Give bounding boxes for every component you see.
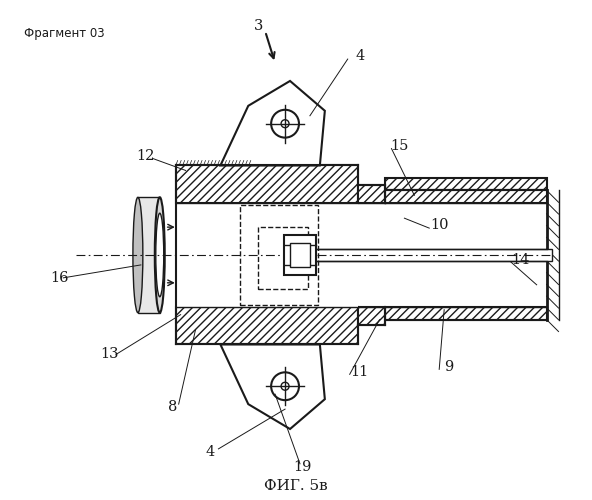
Polygon shape [385, 306, 546, 320]
Text: 8: 8 [168, 400, 178, 414]
Polygon shape [220, 81, 325, 166]
Bar [138, 198, 160, 312]
Text: 13: 13 [100, 348, 118, 362]
Polygon shape [176, 306, 358, 344]
Text: 19: 19 [293, 460, 311, 474]
Polygon shape [385, 178, 546, 190]
Text: 12: 12 [137, 148, 155, 162]
Polygon shape [220, 344, 325, 429]
Bar [284, 235, 316, 275]
Ellipse shape [156, 213, 164, 296]
Text: 14: 14 [511, 253, 530, 267]
Text: 15: 15 [390, 138, 408, 152]
Bar [258, 227, 308, 289]
Circle shape [271, 110, 299, 138]
Text: Фрагмент 03: Фрагмент 03 [24, 26, 104, 40]
Polygon shape [358, 186, 385, 204]
Text: 11: 11 [350, 366, 369, 380]
Circle shape [271, 372, 299, 400]
Text: 4: 4 [355, 49, 364, 63]
Polygon shape [358, 306, 385, 324]
Text: 4: 4 [206, 445, 215, 459]
Text: 3: 3 [253, 19, 263, 33]
Polygon shape [385, 190, 546, 203]
Bar [176, 204, 358, 306]
Text: 9: 9 [445, 360, 454, 374]
Polygon shape [176, 166, 358, 203]
Ellipse shape [155, 198, 165, 312]
Bar [240, 205, 318, 304]
Bar [300, 249, 552, 261]
Ellipse shape [133, 198, 143, 312]
Text: ФИГ. 5в: ФИГ. 5в [264, 478, 328, 492]
Text: 10: 10 [430, 218, 449, 232]
Text: 16: 16 [50, 271, 69, 285]
Bar [290, 243, 310, 267]
